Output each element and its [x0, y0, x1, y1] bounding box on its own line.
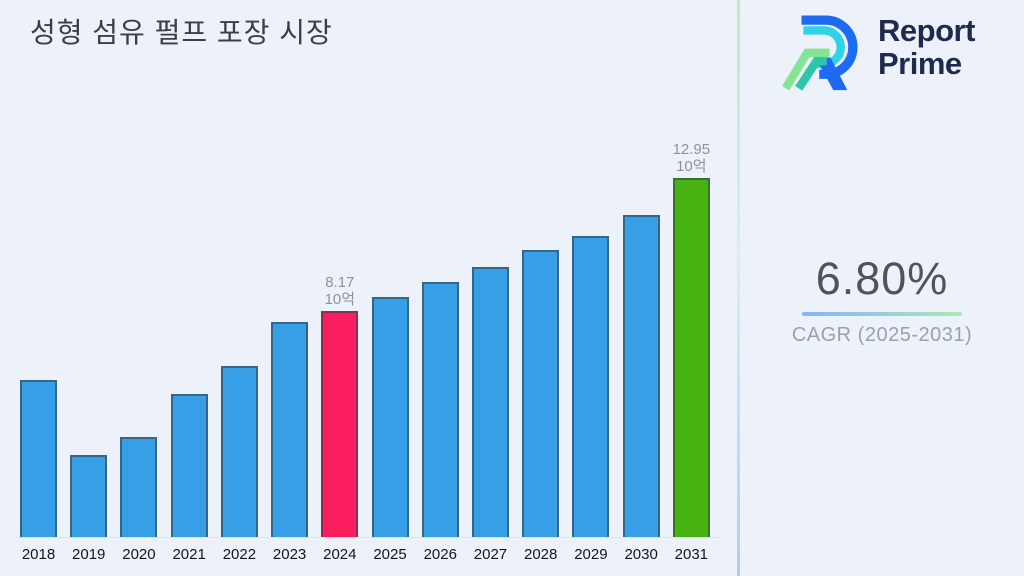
bar-value-text: 8.17: [325, 274, 355, 291]
x-axis-tick-label-2030: 2030: [624, 546, 658, 563]
x-axis-tick-label-2029: 2029: [574, 546, 608, 563]
bar-unit-text: 10억: [324, 291, 356, 308]
logo-wordmark-line1: Report: [878, 13, 975, 48]
bar-value-label-2031: 12.95 10억: [673, 141, 711, 175]
cagr-value: 6.80%: [815, 253, 949, 304]
bar-value-label-2024: 8.17 10억: [325, 274, 356, 308]
x-axis-tick-label-2022: 2022: [222, 546, 257, 563]
bar-2031: 12.95 10억 2031: [673, 141, 711, 563]
bar-2025: 2025: [371, 297, 409, 563]
logo-wordmark-line2: Prime: [878, 46, 962, 81]
vertical-divider: [737, 0, 740, 576]
x-axis-tick-label-2020: 2020: [122, 546, 156, 563]
report-prime-logo-icon: [782, 15, 858, 91]
x-axis-tick-label-2021: 2021: [172, 546, 206, 563]
cagr-label: CAGR (2025-2031): [791, 324, 973, 346]
x-axis-tick-label-2019: 2019: [72, 546, 106, 563]
bar-2020: 2020: [120, 437, 158, 563]
bar-chart: 2018 2019 2020 2021 2022 2023 8.17 10억 2024 2025 2…: [20, 0, 711, 563]
x-axis-tick-label-2024: 2024: [323, 546, 357, 563]
x-axis-tick-label-2031: 2031: [674, 546, 709, 563]
logo-wordmark: Report Prime: [878, 14, 975, 80]
bar-2019: 2019: [70, 455, 108, 563]
x-axis-tick-label-2026: 2026: [423, 546, 457, 563]
bar-2030: 2030: [622, 215, 660, 563]
bar-2026: 2026: [421, 282, 459, 563]
page-title: 성형 섬유 펄프 포장 시장: [30, 17, 333, 48]
x-axis-tick-label-2025: 2025: [373, 546, 407, 563]
bar-value-text: 12.95: [672, 141, 711, 158]
x-axis-tick-label-2027: 2027: [473, 546, 508, 563]
cagr-underline: [802, 312, 962, 316]
bar-2028: 2028: [522, 250, 560, 563]
cagr-panel: 6.80% CAGR (2025-2031): [740, 253, 1024, 347]
bar-2022: 2022: [220, 366, 258, 563]
bar-2021: 2021: [170, 394, 208, 563]
bar-2029: 2029: [572, 236, 610, 563]
x-axis-tick-label-2018: 2018: [21, 546, 56, 563]
x-axis-line: [14, 537, 720, 538]
bar-2023: 2023: [271, 322, 309, 563]
x-axis-tick-label-2023: 2023: [272, 546, 307, 563]
bar-unit-text: 10억: [676, 158, 707, 175]
bar-2024: 8.17 10억 2024: [321, 274, 359, 563]
bar-2027: 2027: [471, 267, 509, 563]
report-prime-logo: Report Prime: [774, 8, 975, 92]
x-axis-tick-label-2028: 2028: [524, 546, 558, 563]
bar-2018: 2018: [20, 380, 57, 563]
